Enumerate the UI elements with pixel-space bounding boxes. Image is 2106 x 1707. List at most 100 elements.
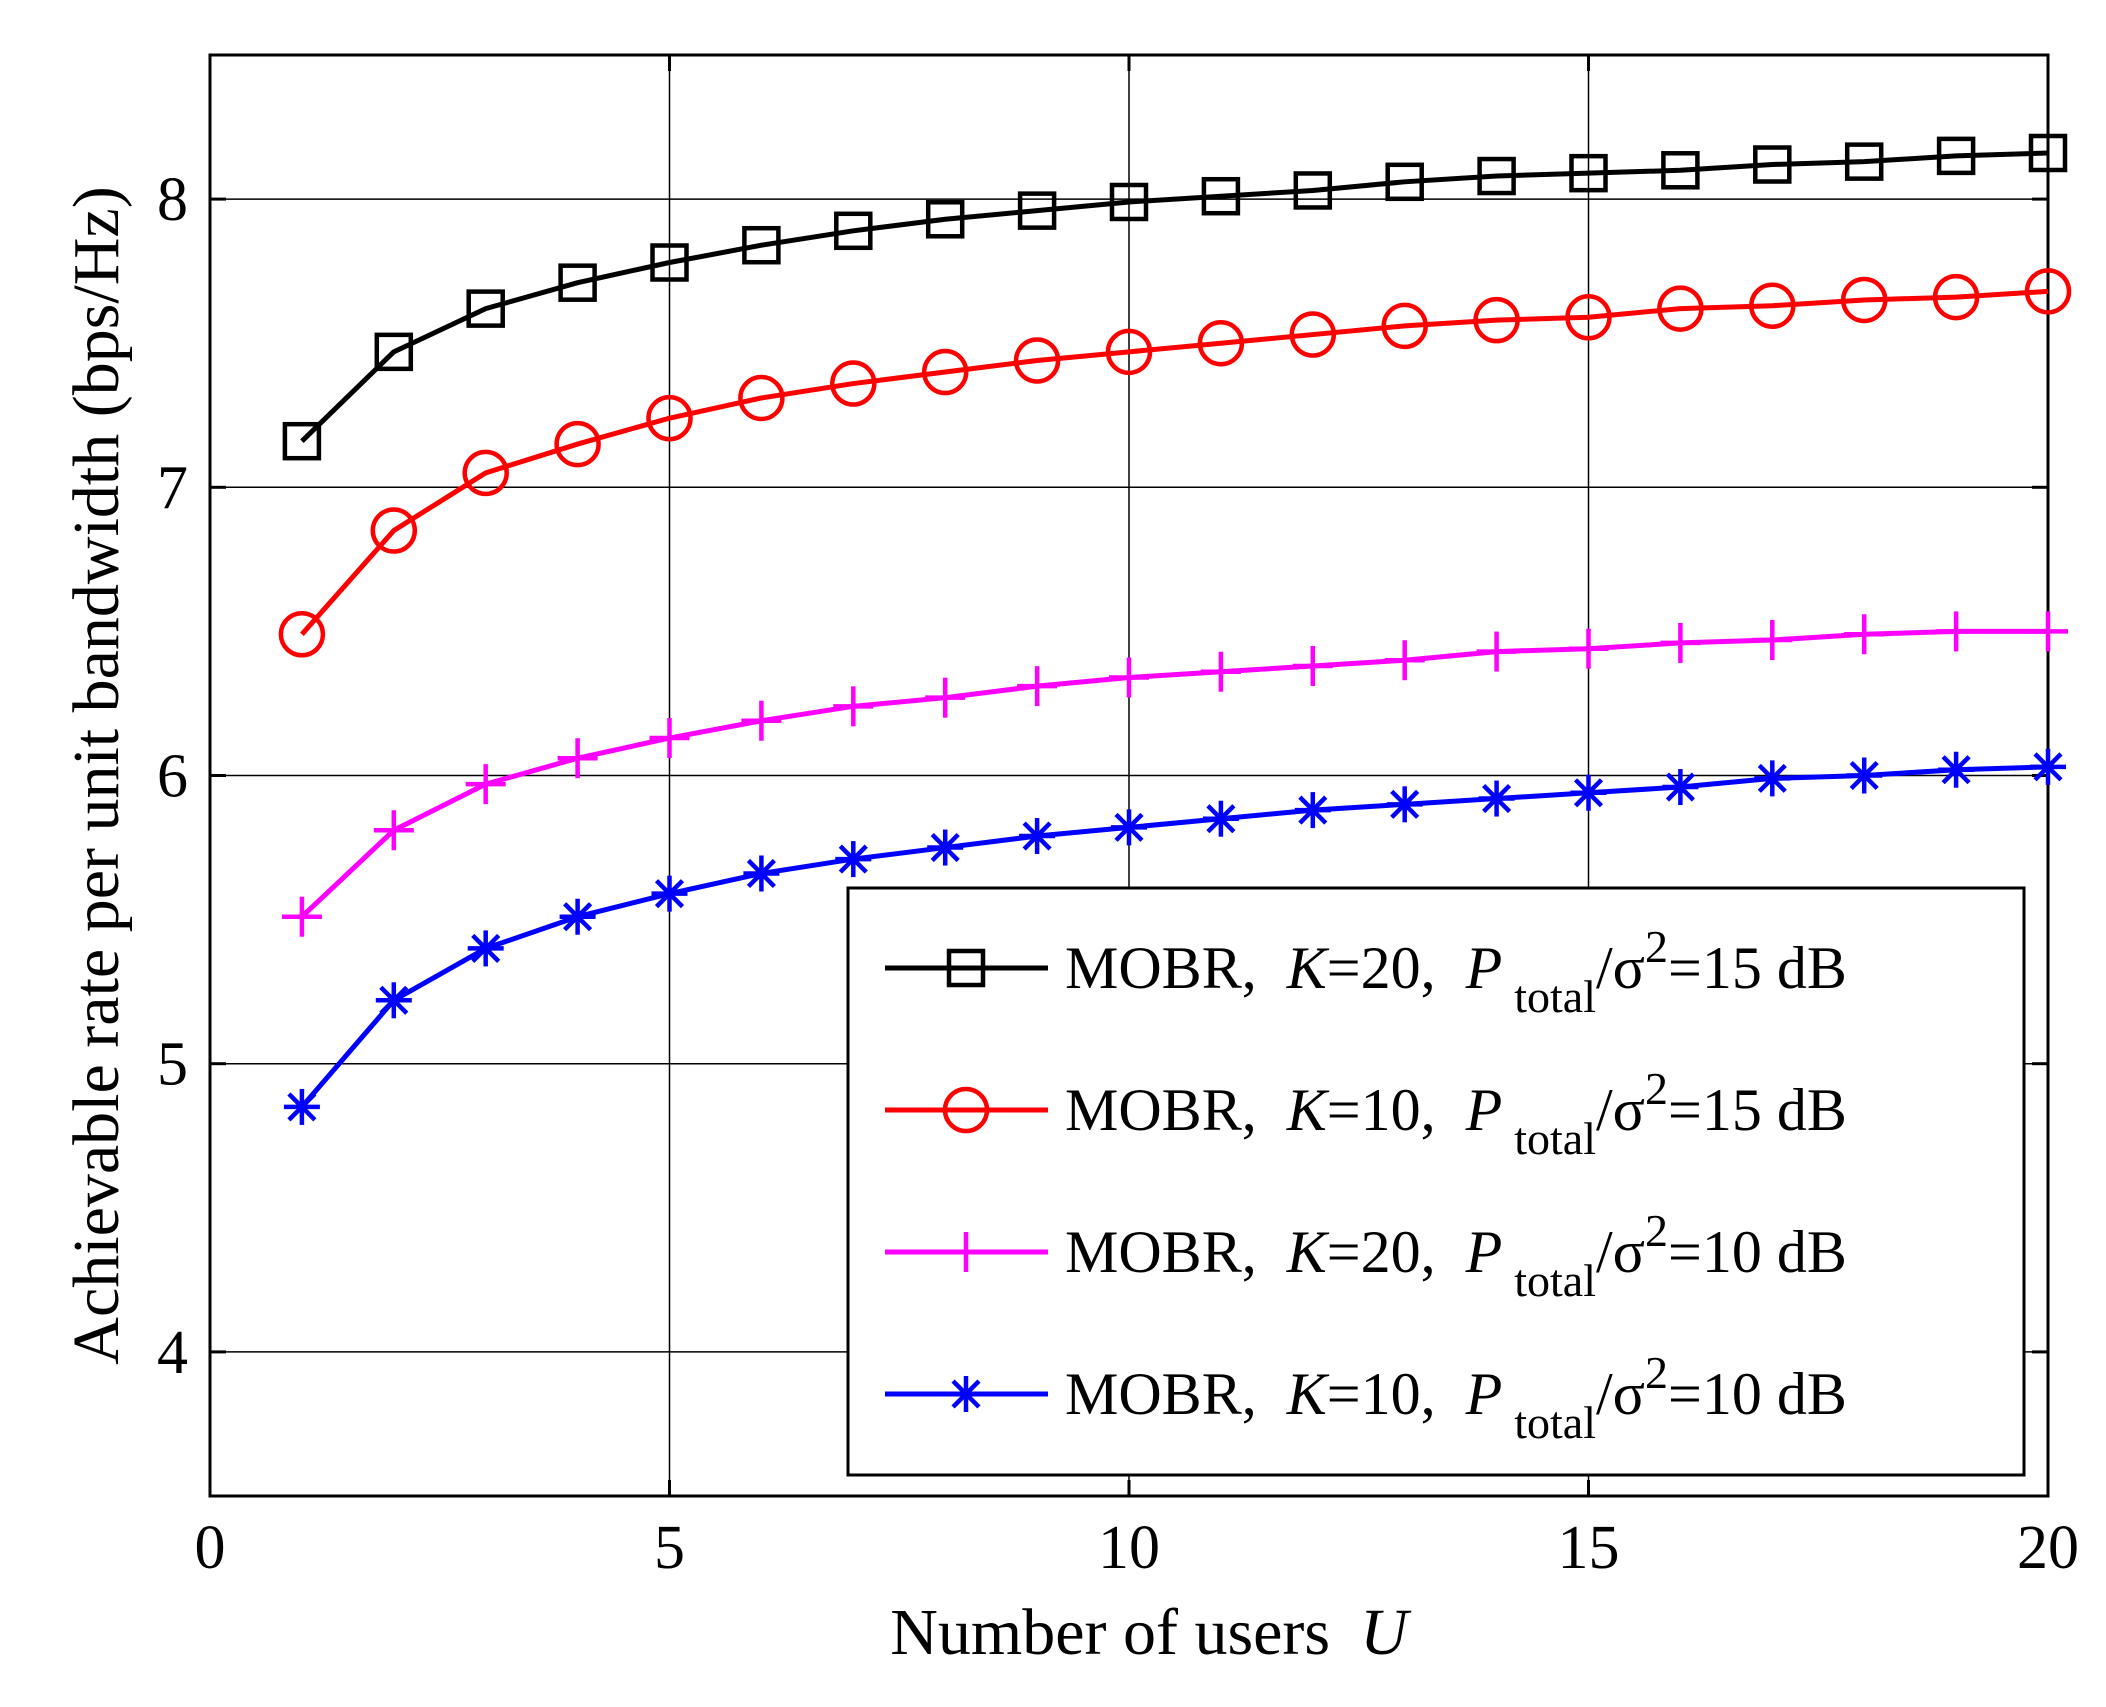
data-point — [742, 225, 781, 265]
data-point — [1200, 651, 1241, 692]
data-point — [1844, 614, 1885, 655]
data-point — [1109, 657, 1149, 698]
data-point — [835, 841, 872, 878]
circle-marker-shape — [1197, 319, 1245, 367]
square-marker-shape — [1844, 142, 1884, 181]
x-axis-label-var: U — [1360, 1596, 1412, 1669]
data-point — [281, 896, 322, 937]
data-point — [1568, 628, 1609, 669]
legend-label-part: =15 dB — [1668, 1077, 1847, 1143]
legend-label-part: total — [1514, 971, 1596, 1022]
asterisk-marker-d2 — [1757, 763, 1787, 793]
data-point — [1381, 302, 1428, 350]
data-point — [1384, 640, 1425, 681]
data-point — [1477, 156, 1516, 196]
data-point — [1294, 792, 1331, 829]
asterisk-marker-d2 — [930, 832, 960, 863]
asterisk-marker-d2 — [1482, 784, 1512, 814]
legend-label-part: P — [1465, 1077, 1503, 1143]
legend-label-part: total — [1514, 1397, 1596, 1448]
data-point — [558, 263, 597, 302]
x-tick-label: 15 — [1558, 1514, 1620, 1582]
data-point — [557, 738, 598, 779]
square-marker-shape — [1293, 171, 1333, 210]
circle-marker-shape — [278, 611, 326, 658]
data-point — [833, 686, 874, 727]
asterisk-marker-d2 — [287, 1092, 317, 1122]
data-point — [1292, 645, 1333, 686]
legend-label-part: 2 — [1645, 1347, 1668, 1398]
data-point — [1478, 780, 1515, 817]
series-2 — [278, 268, 2072, 658]
asterisk-marker-d2 — [2033, 752, 2063, 782]
circle-marker-shape — [1565, 294, 1612, 341]
square-marker-shape — [2028, 133, 2068, 173]
asterisk-marker-d2 — [746, 858, 776, 889]
data-point — [650, 243, 689, 282]
data-point — [373, 810, 414, 851]
legend-label-part: MOBR, — [1065, 1219, 1257, 1285]
square-marker-shape — [742, 225, 781, 265]
square-marker-shape — [1569, 153, 1608, 193]
data-point — [283, 1088, 320, 1125]
legend-label-part: total — [1514, 1255, 1596, 1306]
square-marker-shape — [466, 289, 505, 328]
data-point — [1201, 176, 1241, 216]
data-point — [2028, 611, 2068, 652]
legend-label-part: MOBR, — [1065, 1077, 1257, 1143]
square-marker-shape — [1017, 191, 1057, 230]
series-1 — [282, 133, 2068, 461]
circle-marker-shape — [370, 507, 418, 554]
data-point — [1570, 774, 1607, 811]
data-point — [738, 374, 785, 422]
data-point — [375, 982, 412, 1019]
data-point — [282, 421, 322, 461]
legend-label-part: =20, — [1327, 1219, 1436, 1285]
square-marker-shape — [1109, 182, 1149, 222]
circle-marker-shape — [554, 420, 601, 468]
data-point — [646, 394, 693, 442]
asterisk-marker-d2 — [951, 1379, 981, 1409]
data-point — [834, 211, 873, 251]
data-point — [1197, 319, 1245, 367]
asterisk-marker-d2 — [1206, 804, 1236, 834]
square-marker-shape — [925, 200, 965, 239]
asterisk-marker-d2 — [471, 933, 501, 963]
legend-label-part: P — [1465, 1219, 1503, 1285]
data-point — [1844, 142, 1884, 181]
y-tick-label: 8 — [157, 166, 188, 234]
data-point — [1569, 153, 1608, 193]
square-marker-shape — [1477, 156, 1516, 196]
x-tick-label: 0 — [195, 1514, 226, 1582]
data-point — [1289, 311, 1337, 358]
legend-label-part: 2 — [1645, 921, 1668, 972]
asterisk-marker-d2 — [1390, 789, 1420, 819]
data-point — [1386, 786, 1423, 823]
circle-marker-shape — [646, 394, 693, 442]
square-marker-shape — [282, 421, 322, 461]
data-point — [465, 764, 506, 805]
data-point — [1749, 282, 1796, 329]
x-tick-label: 5 — [654, 1514, 685, 1582]
series-group — [278, 133, 2072, 1125]
square-marker-shape — [558, 263, 597, 302]
legend-label-part: 2 — [1645, 1063, 1668, 1114]
circle-marker-shape — [1105, 328, 1153, 376]
legend-label-part: P — [1465, 935, 1503, 1001]
axis-ticks: 0 5 10 15 20 4 5 6 7 8 — [157, 55, 2079, 1582]
circle-marker-shape — [1381, 302, 1428, 350]
data-point — [467, 930, 504, 967]
circle-marker-shape — [1289, 311, 1337, 358]
legend-label-part: =15 dB — [1668, 935, 1847, 1001]
y-tick-label: 7 — [157, 454, 188, 522]
circle-marker-shape — [738, 374, 785, 422]
asterisk-marker-d2 — [1849, 760, 1879, 791]
series-line — [300, 288, 2049, 636]
data-point — [374, 332, 414, 372]
